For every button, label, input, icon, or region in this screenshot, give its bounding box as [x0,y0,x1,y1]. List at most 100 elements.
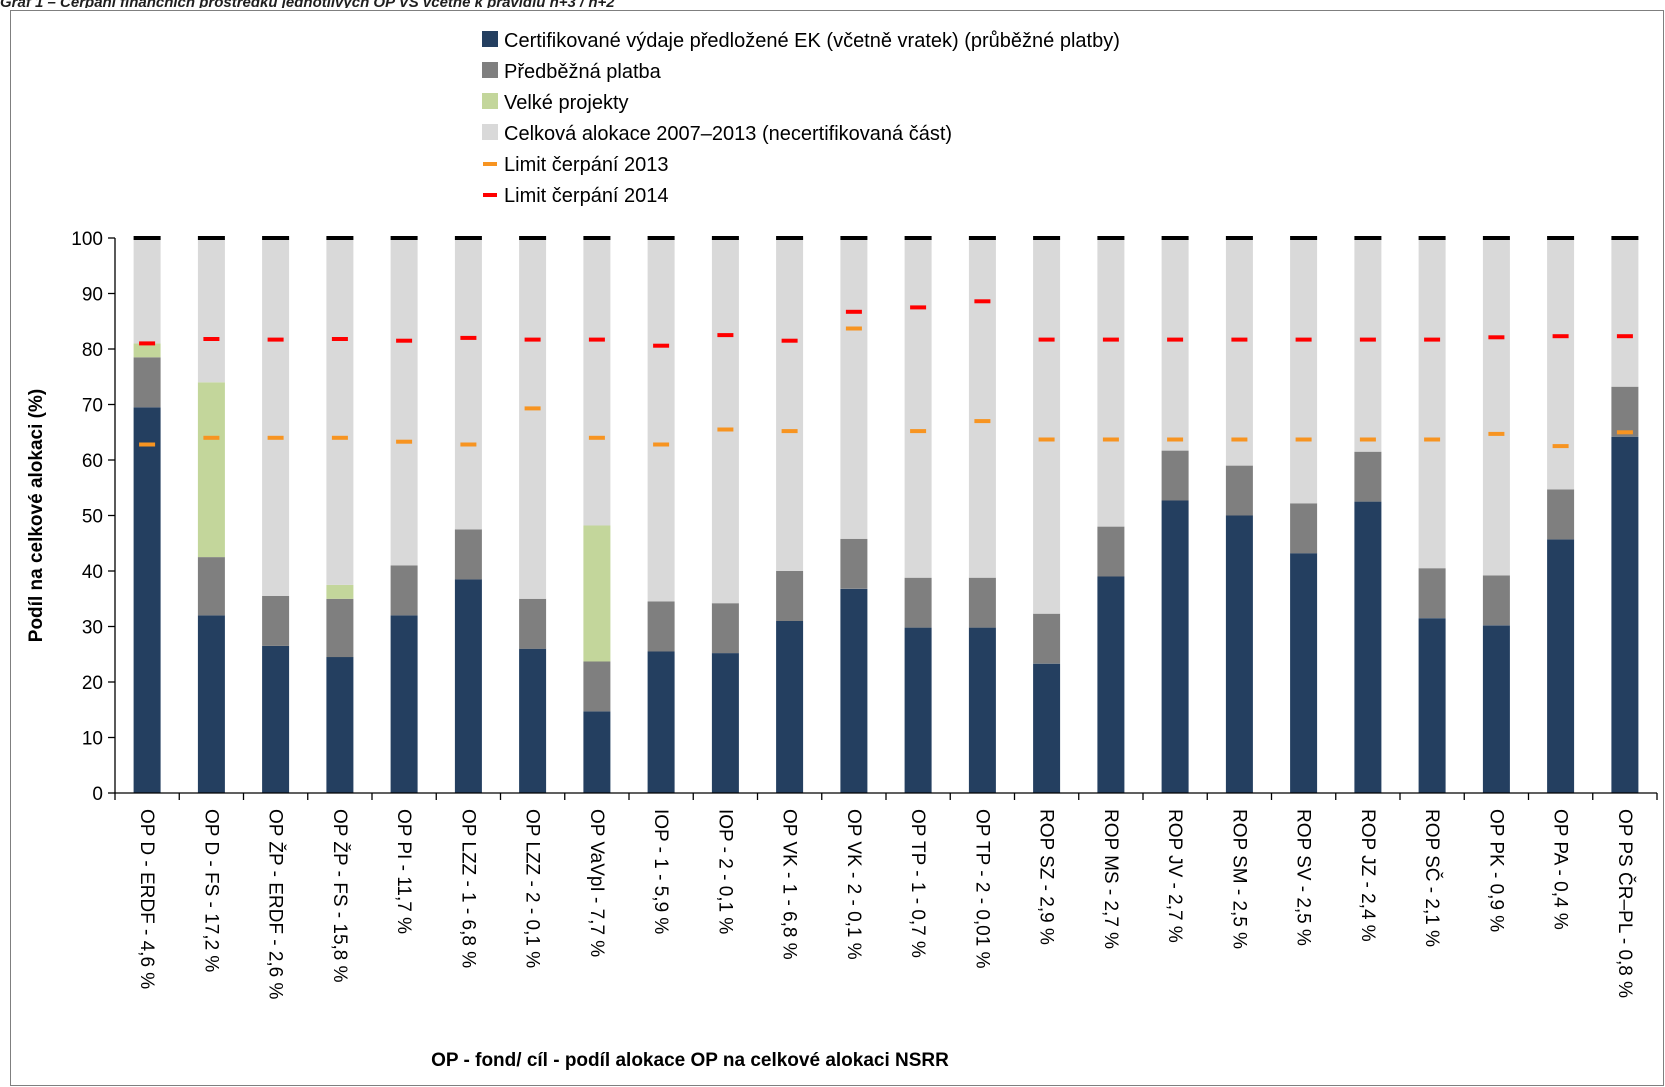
x-tick-label: OP VK - 2 - 0,1 % [843,809,864,960]
y-tick-label: 60 [82,451,103,472]
bar-segment-2-7 [519,598,547,649]
bar-segment-1-12 [840,588,868,793]
bar-top-cap-10 [711,236,739,240]
bar-top-cap-15 [1033,236,1061,240]
bar-segment-4-8 [583,238,611,526]
limit-2014-marker-17 [1167,337,1184,342]
limit-2014-marker-14 [974,299,991,304]
legend-label-6: Limit čerpání 2014 [504,185,669,207]
x-tick-label: ROP JZ - 2,4 % [1357,809,1378,942]
bar-segment-2-12 [840,538,868,589]
limit-2013-marker-15 [1038,437,1055,442]
bar-segment-2-24 [1611,386,1639,437]
bar-top-cap-23 [1547,236,1575,240]
limit-2013-marker-11 [781,429,798,434]
limit-2013-marker-1 [139,442,156,447]
limit-2013-marker-7 [524,406,541,411]
bar-segment-1-13 [904,627,932,793]
limit-2013-marker-20 [1359,437,1376,442]
bar-segment-4-23 [1547,238,1575,490]
bar-segment-1-15 [1033,663,1061,793]
x-tick-label: OP D - FS - 17,2 % [200,809,221,972]
legend-swatch-3 [482,93,498,109]
x-tick-label: OP PI - 11,7 % [393,809,414,934]
bar-segment-1-5 [390,615,418,793]
legend-swatch-6 [483,193,497,197]
limit-2014-marker-6 [460,335,477,340]
limit-2014-marker-19 [1295,337,1312,342]
x-tick-label: OP TP - 1 - 0,7 % [907,809,928,958]
bar-segment-1-14 [968,627,996,793]
bar-segment-4-13 [904,238,932,578]
bar-top-cap-18 [1225,236,1253,240]
legend-label-5: Limit čerpání 2013 [504,154,669,176]
x-tick-label: OP PS ČR–PL - 0,8 % [1614,809,1636,998]
bar-segment-4-1 [133,238,161,344]
bar-segment-1-19 [1290,553,1318,793]
bar-segment-4-9 [647,238,675,602]
bar-segment-4-21 [1418,238,1446,569]
legend-label-2: Předběžná platba [504,61,662,83]
bar-top-cap-22 [1482,236,1510,240]
legend-label-1: Certifikované výdaje předložené EK (včet… [504,30,1120,52]
bar-segment-1-18 [1225,515,1253,793]
bar-segment-1-3 [262,645,290,793]
limit-2013-marker-24 [1616,430,1633,435]
bar-segment-4-2 [197,238,225,383]
y-tick-label: 100 [71,229,103,250]
bar-segment-2-17 [1161,450,1189,501]
y-tick-label: 90 [82,285,103,306]
limit-2013-marker-23 [1552,444,1569,449]
limit-2013-marker-22 [1488,431,1505,436]
limit-2014-marker-13 [910,305,927,310]
bar-segment-2-22 [1482,575,1510,626]
limit-2014-marker-11 [781,338,798,343]
bar-top-cap-5 [390,236,418,240]
bar-segment-4-11 [776,238,804,571]
bar-top-cap-21 [1418,236,1446,240]
bar-segment-2-3 [262,596,290,646]
x-tick-label: ROP SM - 2,5 % [1228,809,1249,949]
limit-2013-marker-4 [331,435,348,440]
limit-2013-marker-19 [1295,437,1312,442]
bar-segment-3-2 [197,382,225,558]
limit-2014-marker-1 [139,341,156,346]
bar-segment-4-6 [454,238,482,530]
bar-segment-1-9 [647,651,675,793]
bar-segment-2-16 [1097,526,1125,577]
bar-segment-2-20 [1354,451,1382,502]
bar-top-cap-8 [583,236,611,240]
bar-segment-2-21 [1418,568,1446,619]
bar-segment-2-13 [904,577,932,628]
x-tick-label: ROP SV - 2,5 % [1293,809,1314,946]
bar-segment-1-10 [711,653,739,793]
y-tick-label: 20 [82,673,103,694]
bar-segment-2-11 [776,571,804,621]
bar-top-cap-13 [904,236,932,240]
bar-segment-2-10 [711,603,739,654]
y-tick-label: 40 [82,562,103,583]
x-tick-label: IOP - 1 - 5,9 % [650,809,671,934]
limit-2014-marker-3 [267,337,284,342]
limit-2013-marker-14 [974,419,991,424]
bar-top-cap-16 [1097,236,1125,240]
bar-segment-3-8 [583,525,611,662]
bar-top-cap-19 [1290,236,1318,240]
limit-2014-marker-10 [717,333,734,338]
bar-top-cap-1 [133,236,161,240]
limit-2014-marker-21 [1424,337,1441,342]
x-tick-label: OP ŽP - ERDF - 2,6 % [265,809,287,1000]
bar-segment-1-16 [1097,576,1125,793]
limit-2014-marker-20 [1359,337,1376,342]
limit-2014-marker-9 [653,343,670,348]
bar-segment-3-1 [133,343,161,358]
legend-swatch-4 [482,124,498,140]
bar-segment-4-4 [326,238,354,585]
x-tick-label: OP PA - 0,4 % [1550,809,1571,930]
limit-2013-marker-12 [845,326,862,331]
limit-2014-marker-8 [588,337,605,342]
limit-2014-marker-2 [203,337,220,341]
y-tick-label: 50 [82,507,103,528]
bar-segment-2-5 [390,565,418,616]
